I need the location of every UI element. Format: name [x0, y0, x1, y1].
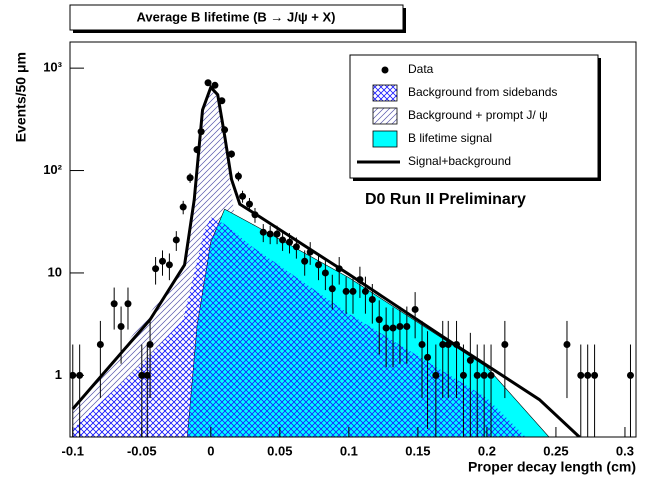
data-point	[259, 228, 267, 236]
data-point	[110, 300, 118, 308]
data-point	[96, 341, 104, 349]
data-point	[321, 269, 329, 277]
data-point	[411, 305, 419, 313]
data-point	[285, 238, 293, 246]
data-point	[146, 341, 154, 349]
data-point	[375, 316, 383, 324]
data-point	[577, 371, 585, 379]
data-point	[473, 371, 481, 379]
plot-frame	[69, 41, 637, 438]
data-point	[152, 265, 160, 273]
legend-swatch	[372, 107, 398, 125]
x-tick-label: -0.05	[127, 443, 157, 458]
data-point	[193, 146, 201, 154]
data-point	[466, 356, 474, 364]
data-point	[626, 371, 634, 379]
x-tick-label: 0	[207, 443, 214, 458]
data-point	[117, 322, 125, 330]
data-point	[361, 287, 369, 295]
data-point	[245, 200, 253, 208]
data-point	[186, 174, 194, 182]
data-point	[172, 236, 180, 244]
data-point	[591, 371, 599, 379]
data-point	[444, 341, 452, 349]
plot-area	[70, 79, 634, 437]
data-point	[143, 371, 151, 379]
data-point	[396, 322, 404, 330]
chart-title: Average B lifetime (B → J/ψ + X)	[137, 9, 336, 24]
data-point	[306, 248, 314, 256]
legend-label: Background + prompt J/ ψ	[408, 108, 548, 122]
data-point	[439, 341, 447, 349]
area	[72, 217, 526, 437]
data-point	[349, 287, 357, 295]
data-point	[197, 128, 205, 136]
x-tick-label: -0.1	[62, 443, 84, 458]
data-point	[158, 257, 166, 265]
axes: -0.1 -0.05 0 0.05 0.1 0.15 0.2 0.25 0.3 1 10 10² 10³	[43, 60, 634, 459]
data-point	[403, 322, 411, 330]
legend-label: Background from sidebands	[408, 85, 557, 99]
data-point	[273, 230, 281, 238]
data-point	[453, 341, 461, 349]
x-tick-label: 0.3	[616, 443, 634, 458]
data-point	[563, 341, 571, 349]
data-point	[138, 371, 146, 379]
data-point	[204, 79, 212, 87]
x-tick-label: 0.25	[543, 443, 568, 458]
y-tick-label: 10²	[43, 162, 62, 177]
data-point	[584, 371, 592, 379]
y-axis-label: Events/50 μm	[13, 52, 29, 142]
legend-swatch	[372, 84, 398, 102]
legend: Data Background from sidebands Background …	[357, 62, 557, 168]
legend-swatch	[372, 130, 398, 148]
data-point	[234, 172, 242, 180]
data-point	[342, 287, 350, 295]
data-point	[218, 97, 226, 105]
data-point	[335, 265, 343, 273]
data-point	[251, 211, 259, 219]
legend-label: Signal+background	[408, 154, 511, 168]
data-point	[165, 261, 173, 269]
legend-label: Data	[408, 62, 434, 76]
annotation: D0 Run II Preliminary	[365, 191, 526, 208]
data-point	[389, 324, 397, 332]
data-point	[487, 371, 495, 379]
legend-marker	[381, 66, 389, 74]
data-point	[356, 276, 364, 284]
data-point	[292, 243, 300, 251]
data-point	[314, 261, 322, 269]
data-point	[424, 353, 432, 361]
x-tick-label: 0.05	[267, 443, 292, 458]
data-point	[432, 371, 440, 379]
x-axis-label: Proper decay length (cm)	[468, 459, 636, 475]
data-point	[368, 296, 376, 304]
y-tick-label: 1	[55, 367, 62, 382]
data-point	[279, 236, 287, 244]
data-point	[328, 285, 336, 293]
data-point	[228, 150, 236, 158]
data-point	[179, 203, 187, 211]
title-box	[69, 4, 404, 31]
y-tick-label: 10	[48, 264, 62, 279]
data-point	[382, 324, 390, 332]
data-point	[301, 257, 309, 265]
x-tick-label: 0.2	[478, 443, 496, 458]
data-point	[501, 341, 509, 349]
y-tick-label: 10³	[43, 60, 62, 75]
data-point	[480, 371, 488, 379]
data-point	[221, 126, 229, 134]
x-tick-label: 0.1	[340, 443, 358, 458]
data-point	[418, 341, 426, 349]
data-point	[239, 192, 247, 200]
data-point	[124, 300, 132, 308]
x-tick-label: 0.15	[405, 443, 430, 458]
legend-label: B lifetime signal	[408, 131, 492, 145]
data-point	[459, 371, 467, 379]
data-point	[266, 230, 274, 238]
data-point	[211, 81, 219, 89]
